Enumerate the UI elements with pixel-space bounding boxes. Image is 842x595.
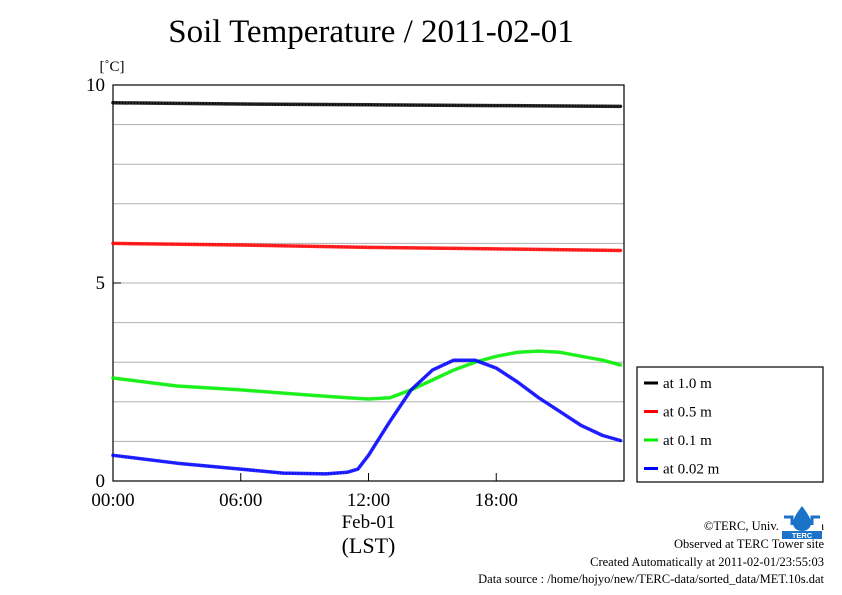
legend-label: at 0.5 m (663, 405, 712, 421)
x-axis-label: (LST) (342, 533, 396, 558)
series-line-texture (112, 359, 621, 475)
x-tick-label: 00:00 (91, 490, 134, 511)
legend-box (636, 366, 824, 483)
legend-label: at 0.02 m (663, 462, 720, 478)
y-tick-label: 10 (86, 75, 105, 96)
footer-created: Created Automatically at 2011-02-01/23:5… (590, 555, 824, 569)
x-date-label: Feb-01 (342, 512, 396, 533)
series-line (111, 241, 623, 253)
y-tick-label: 5 (96, 273, 106, 294)
series-line-texture (112, 242, 621, 252)
terc-logo-icon: TERC (782, 503, 822, 539)
footer-source: Data source : /home/hojyo/new/TERC-data/… (478, 572, 824, 586)
series-line-texture (112, 102, 621, 108)
x-tick-label: 18:00 (475, 490, 518, 511)
series-line (111, 349, 623, 401)
x-tick-label: 12:00 (347, 490, 390, 511)
legend-label: at 0.1 m (663, 433, 712, 449)
legend-label: at 1.0 m (663, 376, 712, 392)
legend: at 1.0 m at 0.5 m at 0.1 m at 0.02 m (636, 366, 824, 483)
series-line (111, 101, 623, 109)
y-axis-label: [˚C] (100, 59, 125, 75)
y-tick-label: 0 (96, 471, 106, 492)
series-line (111, 358, 623, 476)
chart-title: Soil Temperature / 2011-02-01 (168, 14, 574, 50)
x-tick-label: 06:00 (219, 490, 262, 511)
logo-text: TERC (792, 531, 813, 539)
footer-observed: Observed at TERC Tower site (673, 537, 824, 551)
series-line-texture (112, 350, 621, 400)
